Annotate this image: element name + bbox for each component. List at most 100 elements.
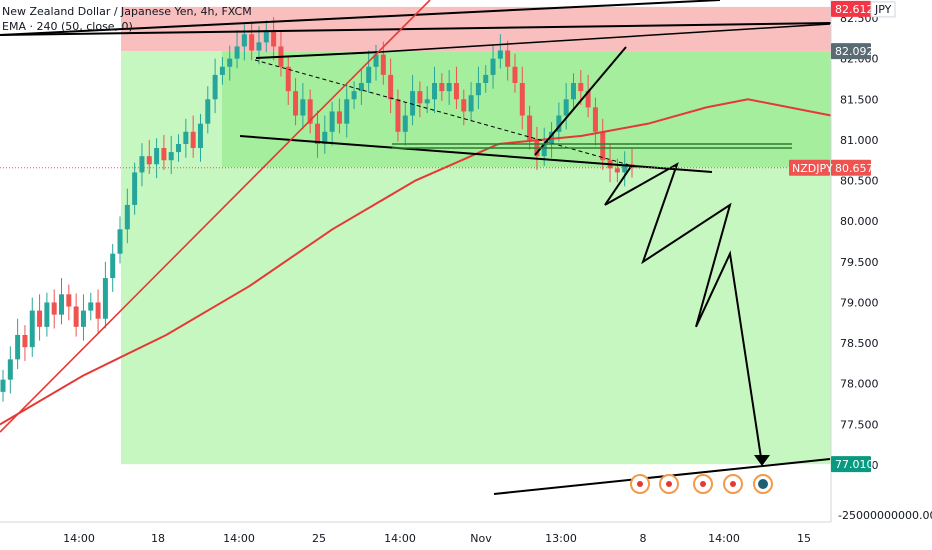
candle <box>212 74 218 100</box>
candle <box>271 30 277 47</box>
candle <box>37 310 43 327</box>
candle <box>29 310 35 348</box>
candle <box>168 152 174 161</box>
time-tick-label: 8 <box>640 532 647 545</box>
symbol-label: NZDJPY <box>792 162 833 175</box>
candle <box>51 302 57 315</box>
candle <box>102 278 108 319</box>
candle <box>263 30 269 43</box>
symbol-title: New Zealand Dollar / Japanese Yen, 4h, F… <box>2 5 252 18</box>
candle <box>293 91 299 116</box>
price-tick-label: 81.000 <box>840 134 879 147</box>
candle <box>124 204 130 230</box>
candle <box>556 115 562 132</box>
candle <box>468 95 474 112</box>
candle <box>424 99 430 104</box>
target-price-label-bg <box>831 456 871 473</box>
candle <box>132 172 138 205</box>
candle <box>336 111 342 124</box>
candle <box>439 83 445 92</box>
price-tick-label: 81.500 <box>840 93 879 106</box>
candle <box>256 42 262 51</box>
price-tick-label: 78.500 <box>840 337 879 350</box>
last-price-label-bg <box>831 159 871 176</box>
candle <box>475 83 481 96</box>
stop-price-label: 82.612 <box>835 3 874 16</box>
candle <box>519 83 525 116</box>
candle <box>410 91 416 116</box>
highlight-zone <box>222 51 831 168</box>
candle <box>329 111 335 132</box>
candle <box>234 46 240 59</box>
candle <box>541 143 547 157</box>
trendline-red-rising <box>0 0 431 433</box>
currency-badge: JPY <box>874 3 892 16</box>
entry-price-label-bg <box>831 43 871 60</box>
economic-event-dot <box>730 481 736 487</box>
candle <box>80 310 86 327</box>
price-tick-label: 79.500 <box>840 256 879 269</box>
candle <box>161 148 167 161</box>
candle <box>219 66 225 75</box>
candle <box>373 54 379 67</box>
time-tick-label: 25 <box>312 532 326 545</box>
trendline-upper-right <box>379 23 831 53</box>
candle <box>249 34 255 51</box>
candle <box>241 34 247 47</box>
candle <box>88 302 94 311</box>
candle <box>285 66 291 92</box>
indicator-legend[interactable]: EMA · 240 (50, close, 0) <box>2 20 133 33</box>
candle <box>453 83 459 100</box>
candle <box>154 148 160 165</box>
candle <box>190 131 196 149</box>
candle <box>7 359 13 380</box>
candle <box>366 66 372 84</box>
economic-event-dot <box>666 481 672 487</box>
candle <box>358 83 364 92</box>
candle <box>307 99 313 124</box>
candle <box>570 83 576 100</box>
symbol-label-bg <box>789 159 830 176</box>
candle <box>176 143 182 153</box>
price-tick-label: 77.500 <box>840 418 879 431</box>
candle <box>388 74 394 100</box>
time-tick-label: 14:00 <box>63 532 95 545</box>
projected-path <box>604 162 763 465</box>
trendline-top-channel-upper <box>0 0 721 36</box>
target-price-label: 77.010 <box>835 458 874 471</box>
trendline-bottom-target <box>493 458 831 495</box>
time-tick-label: 15 <box>797 532 811 545</box>
candle <box>585 91 591 108</box>
candle <box>66 294 72 307</box>
candle <box>461 99 467 112</box>
candle <box>483 74 489 84</box>
time-tick-label: 14:00 <box>708 532 740 545</box>
price-tick-label: 79.000 <box>840 296 879 309</box>
candle <box>183 131 189 144</box>
candle <box>505 50 511 67</box>
candle <box>432 83 438 100</box>
candle <box>197 123 203 149</box>
candle <box>59 294 65 315</box>
chart-header: New Zealand Dollar / Japanese Yen, 4h, F… <box>2 4 252 34</box>
candle <box>344 99 350 124</box>
candle <box>205 99 211 124</box>
candle <box>117 229 123 254</box>
currency-badge-bg <box>870 1 896 18</box>
stop-price-label-bg <box>831 0 871 17</box>
candle <box>139 156 145 173</box>
time-tick-label: 18 <box>151 532 165 545</box>
price-axis-bottom-label: -25000000000.000 <box>838 509 932 522</box>
candle <box>73 306 79 327</box>
candle <box>497 50 503 59</box>
candle <box>622 164 628 173</box>
candle <box>15 334 21 360</box>
candle <box>315 123 320 144</box>
candle <box>417 91 423 104</box>
candle <box>146 156 152 165</box>
price-tick-label: 80.500 <box>840 175 879 188</box>
candle <box>600 131 606 161</box>
candle <box>563 99 569 116</box>
